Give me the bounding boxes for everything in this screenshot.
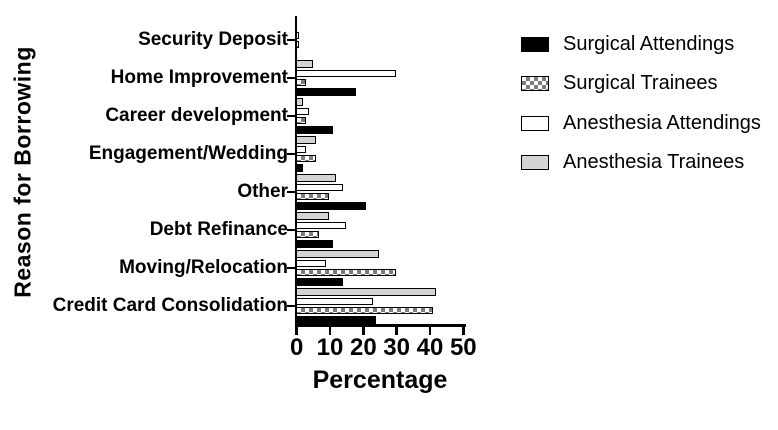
legend-item: Surgical Trainees [521, 64, 761, 103]
y-tick-mark [287, 228, 295, 232]
x-tick-label: 0 [290, 334, 304, 361]
bar-checkered [296, 192, 330, 201]
legend-item: Anesthesia Attendings [521, 104, 761, 143]
black-swatch-icon [521, 37, 549, 53]
y-axis-title: Reason for Borrowing [9, 46, 36, 298]
y-tick-mark [287, 38, 295, 42]
bar-black [296, 316, 376, 324]
x-tick-label: 50 [449, 334, 477, 361]
y-tick-mark [287, 114, 295, 118]
bar-checkered [296, 154, 316, 163]
category-label: Home Improvement [110, 67, 288, 88]
legend-item: Anesthesia Trainees [521, 143, 761, 182]
legend-label: Surgical Trainees [563, 72, 718, 95]
gray-swatch-icon [521, 155, 549, 171]
bar-gray [296, 136, 316, 144]
category-label: Engagement/Wedding [88, 143, 288, 164]
bar-checkered [296, 116, 306, 125]
checkered-swatch-icon [521, 76, 549, 92]
legend-label: Anesthesia Trainees [563, 151, 745, 174]
bar-black [296, 126, 333, 134]
x-tick-label: 20 [349, 334, 377, 361]
x-tick-label: 40 [416, 334, 444, 361]
bar-black [296, 88, 356, 96]
bar-checkered [296, 40, 300, 49]
bar-black [296, 164, 303, 172]
bar-checkered [296, 306, 433, 315]
bar-checkered [296, 268, 396, 277]
legend-label: Anesthesia Attendings [563, 111, 761, 134]
x-axis-line [294, 324, 466, 328]
bar-white [296, 259, 326, 268]
category-label: Moving/Relocation [119, 257, 288, 278]
category-label: Career development [105, 105, 288, 126]
bar-black [296, 202, 366, 210]
legend: Surgical Attendings Surgical Trainees Anes… [521, 25, 761, 182]
y-tick-mark [287, 266, 295, 270]
y-tick-mark [287, 76, 295, 80]
x-tick-label: 10 [316, 334, 344, 361]
bar-gray [296, 60, 313, 68]
legend-item: Surgical Attendings [521, 25, 761, 64]
x-tick-mark [428, 327, 432, 335]
x-tick-mark [328, 327, 332, 335]
bar-white [296, 31, 300, 40]
bar-checkered [296, 230, 320, 239]
y-axis-line [294, 16, 298, 327]
bar-white [296, 221, 346, 230]
category-label: Security Deposit [138, 29, 288, 50]
y-tick-mark [287, 152, 295, 156]
x-axis-title: Percentage [312, 366, 448, 394]
white-swatch-icon [521, 115, 549, 131]
bar-gray [296, 250, 380, 258]
bar-white [296, 69, 396, 78]
x-tick-mark [295, 327, 298, 335]
bar-gray [296, 98, 303, 106]
bar-black [296, 240, 333, 248]
category-label: Other [237, 181, 288, 202]
category-label: Credit Card Consolidation [52, 295, 288, 316]
bar-checkered [296, 78, 306, 87]
y-tick-mark [287, 304, 295, 308]
bar-gray [296, 174, 336, 182]
legend-label: Surgical Attendings [563, 33, 735, 56]
bar-black [296, 278, 343, 286]
bar-gray [296, 288, 436, 296]
x-tick-mark [462, 327, 465, 335]
bar-gray [296, 212, 330, 220]
y-tick-mark [287, 190, 295, 194]
x-tick-label: 30 [383, 334, 411, 361]
bar-white [296, 107, 310, 116]
bar-white [296, 145, 306, 154]
x-tick-mark [362, 327, 365, 335]
bar-white [296, 297, 373, 306]
category-label: Debt Refinance [149, 219, 288, 240]
x-tick-mark [395, 327, 398, 335]
bar-white [296, 183, 343, 192]
